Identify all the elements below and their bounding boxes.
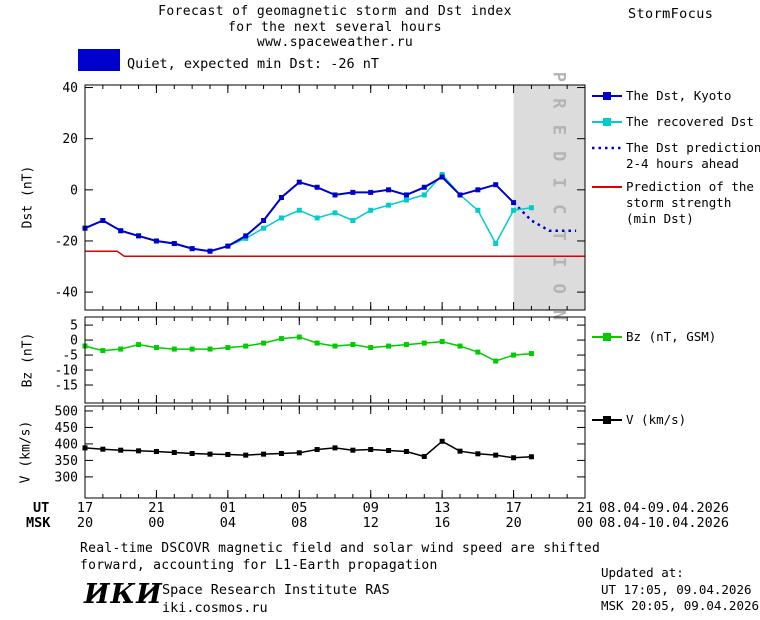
institute-name: Space Research Institute RAS [162,582,390,598]
dst-ytick-label: 40 [62,81,78,96]
panel-dst: P R E D I C T I O N 40 20 0 -20 -40 [55,72,586,323]
legend-recovered-dst: The recovered Dst [592,114,754,130]
institute-website: iki.cosmos.ru [162,600,268,616]
storm-level-text: Quiet, expected min Dst: -26 nT [127,56,379,72]
bz-nt-gsm-series [82,334,534,364]
ut-tick-label-3: 05 [291,500,307,516]
title-line-2: for the next several hours [228,19,442,35]
updated-msk: MSK 20:05, 09.04.2026 [601,598,760,613]
legend-recovered-dst-label: The recovered Dst [626,114,754,129]
legend-storm-strength-label-1: Prediction of the [626,179,754,194]
bz-axis-label: Bz (nT) [20,332,36,388]
v-ytick-label: 350 [55,454,78,469]
msk-date-range: 08.04-10.04.2026 [599,515,730,531]
dst-prediction-swatch [592,146,622,150]
footnote-line-1: Real-time DSCOVR magnetic field and sola… [80,541,601,556]
updated-ut: UT 17:05, 09.04.2026 [601,581,752,597]
msk-tick-label-4: 12 [363,515,379,531]
footnote: Real-time DSCOVR magnetic field and sola… [80,540,600,574]
legend-dst-kyoto-label: The Dst, Kyoto [626,88,732,103]
panel-frame [84,316,586,404]
msk-tick-label-6: 20 [505,515,521,531]
legend-storm-strength-label-2: storm strength [626,195,732,210]
msk-tick-label-0: 20 [77,515,93,531]
bz-ytick-label: 5 [70,319,78,334]
bz-ytick-label: 0 [70,334,78,349]
dst-axis-label: Dst (nT) [20,165,36,229]
bz-ytick-label: -10 [55,364,78,379]
dst-ytick-label: 0 [70,183,78,198]
ut-tick-label-6: 17 [505,500,521,516]
ut-tick-label-0: 17 [77,500,93,516]
msk-tick-label-5: 16 [434,515,450,531]
ut-tick-label-1: 21 [148,500,164,516]
recovered-dst-swatch [592,118,622,126]
legend-bz-label: Bz (nT, GSM) [626,329,717,344]
prediction-band-label: P R E D I C T I O N [548,72,568,323]
page-title: Forecast of geomagnetic storm and Dst in… [85,4,585,51]
v-swatch [592,416,622,424]
ut-tick-label-7: 21 [577,500,593,516]
legend-storm-strength-label-3: (min Dst) [626,211,694,226]
storm-strength-swatch [592,186,622,188]
bz-swatch [592,333,622,341]
panel-frame [84,84,586,311]
legend-dst-kyoto: The Dst, Kyoto [592,88,731,104]
legend-dst-prediction: The Dst prediction 2-4 hours ahead [592,140,760,172]
dst-ytick-label: -40 [55,286,78,301]
bz-ytick-label: -5 [62,349,78,364]
v-ytick-label: 500 [55,404,78,419]
updated-block: Updated at: UT 17:05, 09.04.2026 MSK 20:… [601,565,759,615]
v-axis-label: V (km/s) [18,420,34,484]
msk-row-label: MSK [26,515,51,531]
storm-level-swatch [78,49,120,71]
footnote-line-2: forward, accounting for L1-Earth propaga… [80,558,438,573]
v-ytick-label: 450 [55,421,78,436]
title-line-1: Forecast of geomagnetic storm and Dst in… [158,4,512,19]
ut-tick-label-2: 01 [220,500,236,516]
updated-at-label: Updated at: [601,565,684,580]
ut-row-label: UT [33,500,50,516]
legend-bz: Bz (nT, GSM) [592,329,716,345]
the-dst-kyoto-series [82,174,517,254]
msk-tick-label-7: 00 [577,515,593,531]
v-km-s-series [82,438,534,461]
ut-date-range: 08.04-09.04.2026 [599,500,730,516]
panel-bz: 50-5-10-15 [55,316,586,404]
brand-stormfocus: StormFocus [628,6,714,22]
legend-storm-strength: Prediction of the storm strength (min Ds… [592,179,754,227]
ut-tick-label-5: 13 [434,500,450,516]
msk-tick-label-1: 00 [148,515,164,531]
legend-dst-prediction-label-1: The Dst prediction [626,140,760,155]
legend-v-label: V (km/s) [626,412,687,427]
msk-tick-label-3: 08 [291,515,307,531]
bz-ytick-label: -15 [55,379,78,394]
prediction-of-the-storm-strength-min-dst-series [85,250,585,258]
prediction-band [513,85,585,310]
dst-kyoto-swatch [592,92,622,100]
dst-ytick-label: -20 [55,234,78,249]
the-dst-prediction-2-4-hours-ahead-series [512,201,577,232]
v-ytick-label: 300 [55,470,78,485]
ut-tick-label-4: 09 [363,500,379,516]
legend-dst-prediction-label-2: 2-4 hours ahead [626,156,739,171]
title-url: www.spaceweather.ru [256,35,414,50]
msk-tick-label-2: 04 [220,515,236,531]
iki-logo: ИКИ [84,579,163,610]
legend-v: V (km/s) [592,412,686,428]
v-ytick-label: 400 [55,437,78,452]
dst-ytick-label: 20 [62,132,78,147]
